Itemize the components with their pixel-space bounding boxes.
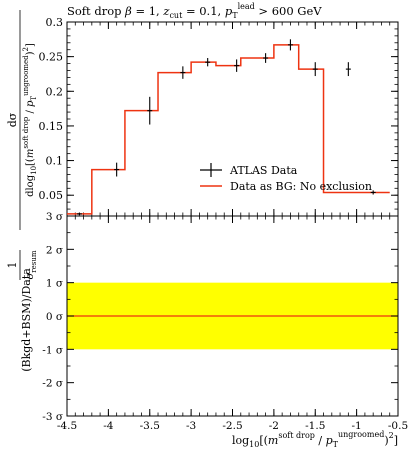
x-tick-label: -2.5 [222, 420, 242, 432]
data-point [345, 62, 351, 77]
bottom-y-ticks: -3 σ -2 σ -1 σ 0 σ 1 σ 2 σ 3 σ [42, 211, 398, 423]
data-point [76, 212, 82, 216]
top-y-tick-label: 0.25 [39, 51, 64, 64]
svg-text:dlog10[(msoft drop / pTungroom: dlog10[(msoft drop / pTungroomed)2] [22, 43, 38, 197]
bottom-x-ticks: -4.5 -4 -3.5 -3 -2.5 -2 -1.5 -1 -0.5 [57, 216, 408, 432]
data-point [234, 59, 240, 72]
data-points [76, 39, 376, 216]
bottom-y-tick-label: -2 σ [42, 378, 63, 390]
legend-label-bg: Data as BG: No exclusion [230, 180, 372, 193]
x-tick-label: -1.5 [305, 420, 325, 432]
data-point [147, 96, 153, 125]
top-y-tick-label: 0.05 [39, 189, 64, 202]
top-y-tick-label: 0.2 [46, 85, 64, 98]
top-y-ticks: 0.05 0.1 0.15 0.2 0.25 0.3 [39, 16, 398, 210]
top-y-tick-label: 0.3 [46, 16, 64, 29]
data-point [287, 39, 293, 51]
bottom-y-label: (Bkgd+BSM)/Data [20, 268, 33, 372]
data-point [263, 53, 269, 63]
legend: ATLAS Data Data as BG: No exclusion [200, 163, 372, 193]
bottom-y-tick-label: 0 σ [46, 311, 63, 323]
legend-entry-bg: Data as BG: No exclusion [200, 180, 372, 193]
x-axis-label: log10[(msoft drop / pTungroomed)2] [232, 430, 398, 449]
data-point [180, 66, 186, 79]
bottom-y-tick-label: 3 σ [46, 211, 63, 223]
legend-entry-atlas: ATLAS Data [200, 163, 298, 177]
top-y-label-prefactor: 1 σresum [6, 250, 38, 280]
data-point [312, 62, 318, 77]
svg-text:σresum: σresum [25, 250, 38, 279]
data-point [370, 190, 376, 195]
legend-label-atlas: ATLAS Data [229, 164, 298, 177]
data-point [205, 58, 211, 67]
bottom-y-tick-label: -1 σ [42, 344, 63, 356]
chart-title: Soft drop β = 1, zcut = 0.1, pTlead > 60… [67, 2, 322, 20]
x-tick-label: -2 [269, 420, 279, 432]
svg-text:1: 1 [6, 262, 19, 269]
top-y-label: dσ dlog10[(msoft drop / pTungroomed)2] [6, 10, 38, 230]
x-tick-label: -0.5 [388, 420, 408, 432]
bottom-panel: -3 σ -2 σ -1 σ 0 σ 1 σ 2 σ 3 σ -4.5 -4 -3.5 -3 -2.… [42, 211, 408, 432]
x-tick-label: -3.5 [140, 420, 160, 432]
svg-text:dσ: dσ [6, 112, 19, 127]
bottom-y-tick-label: 1 σ [46, 278, 63, 290]
x-tick-label: -4 [103, 420, 114, 432]
top-y-tick-label: 0.1 [46, 155, 64, 168]
top-x-ticks [66, 22, 399, 216]
data-point [114, 162, 120, 177]
bottom-y-tick-label: 2 σ [46, 244, 63, 256]
bottom-y-tick-label: -3 σ [42, 411, 63, 423]
x-tick-label: -3 [186, 420, 196, 432]
x-tick-label: -1 [352, 420, 362, 432]
top-y-tick-label: 0.15 [39, 120, 64, 133]
x-tick-label: -4.5 [57, 420, 77, 432]
